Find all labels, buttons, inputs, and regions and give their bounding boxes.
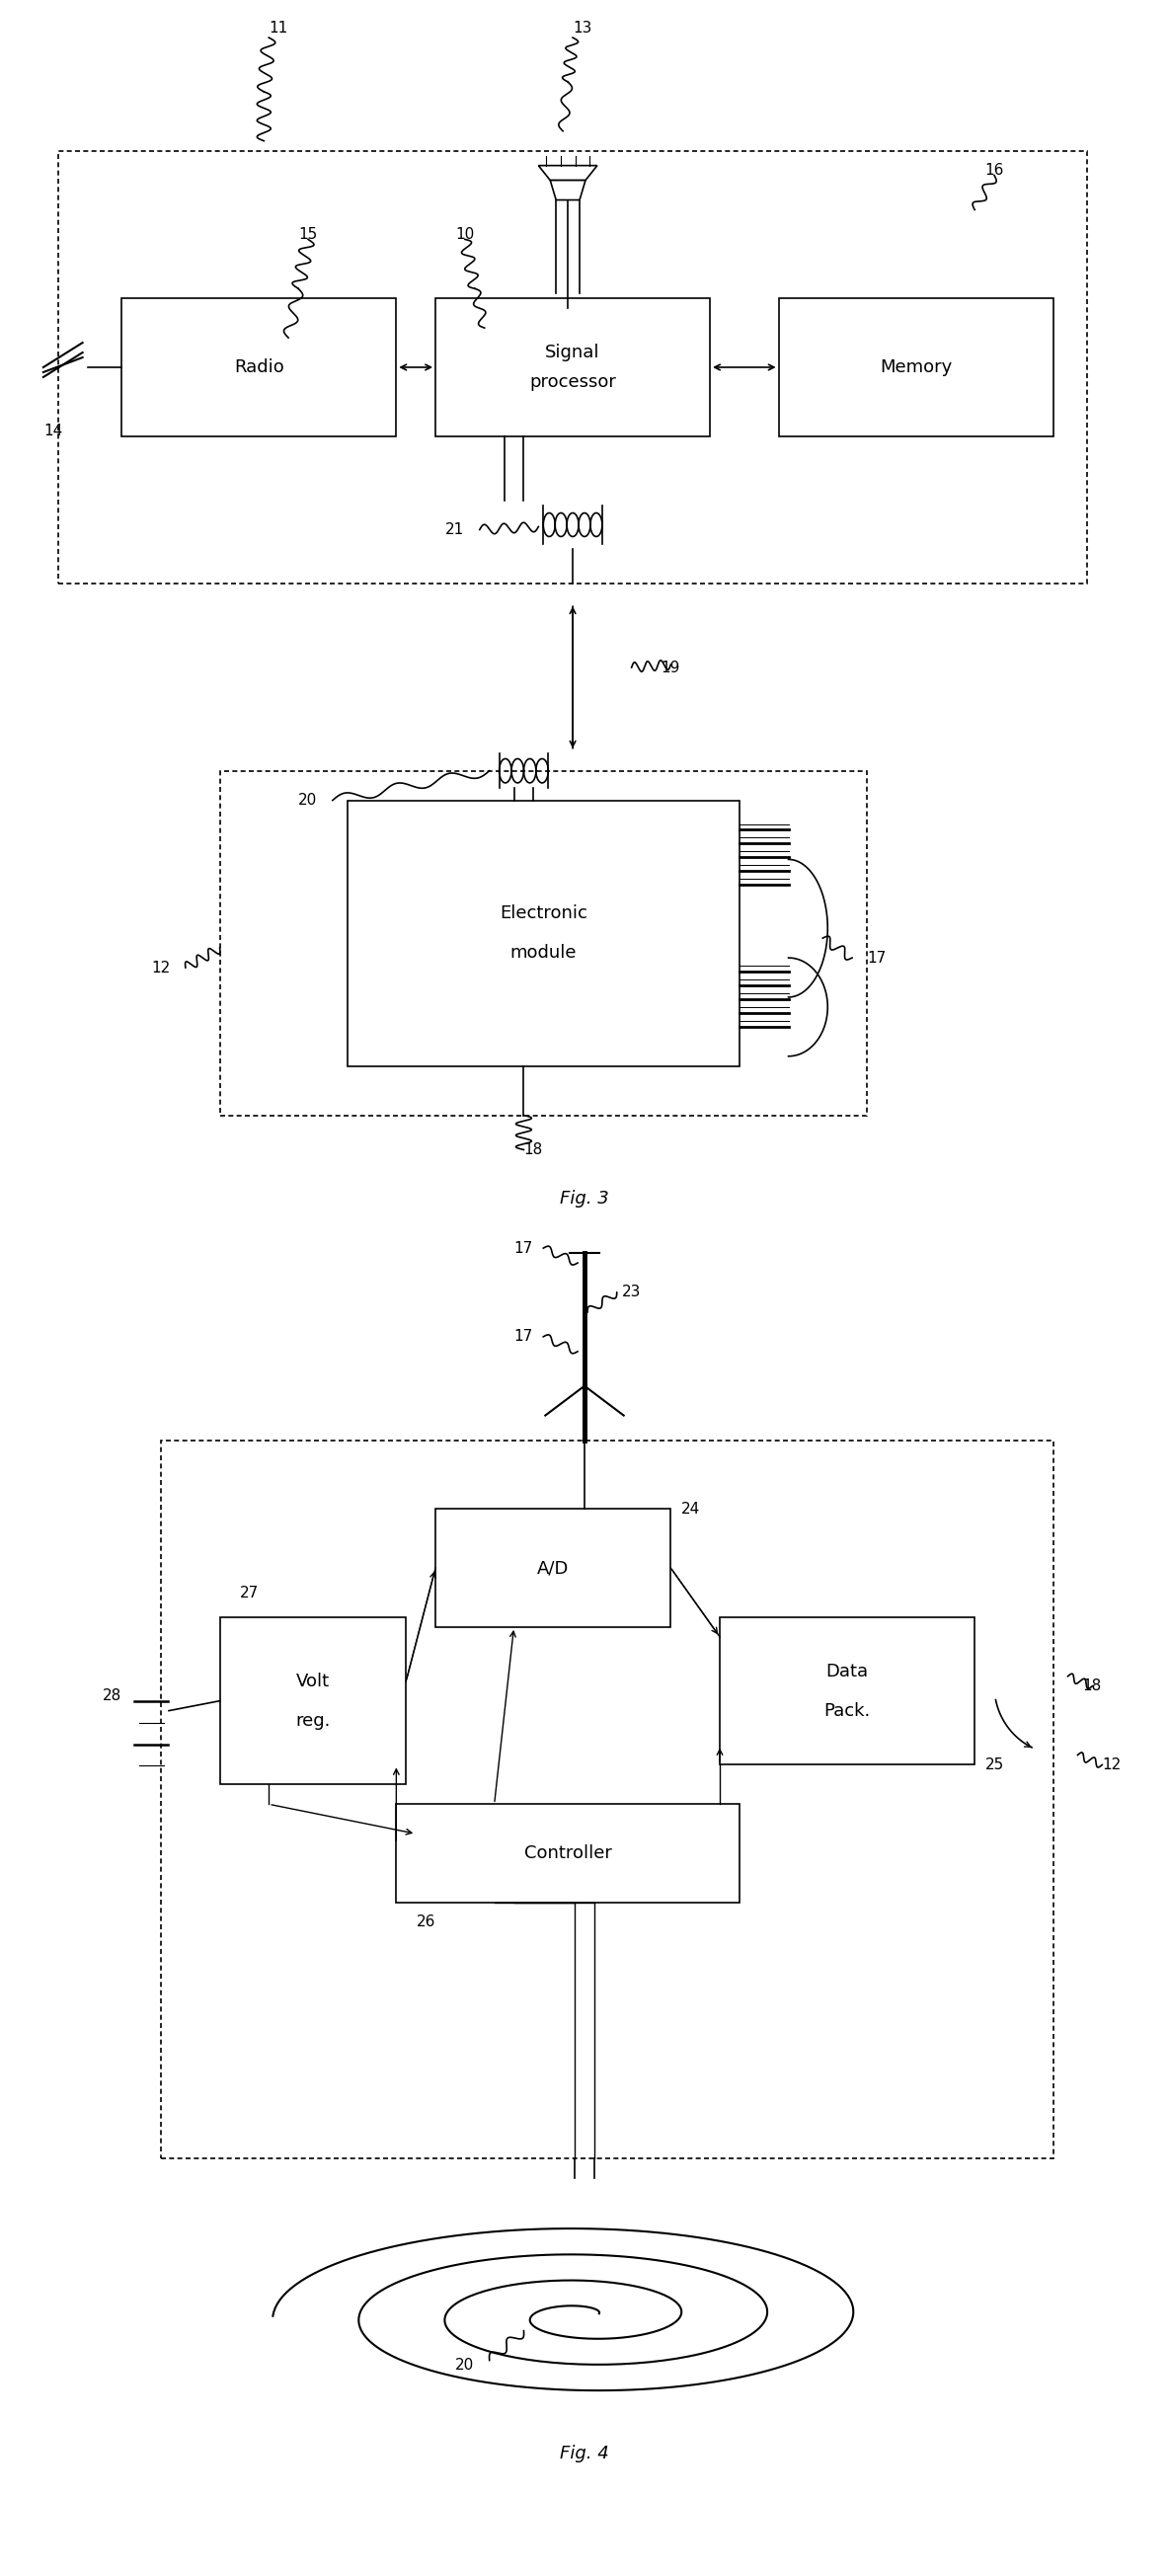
Text: 18: 18 [1082,1680,1102,1692]
Text: 24: 24 [680,1502,700,1517]
Bar [220,1618,406,1785]
Polygon shape [551,180,586,201]
Bar [436,299,710,435]
Text: Fig. 3: Fig. 3 [560,1190,609,1208]
Text: 26: 26 [416,1914,435,1929]
Text: A/D: A/D [537,1558,569,1577]
Text: 11: 11 [269,21,288,36]
Text: 23: 23 [622,1285,641,1301]
Text: 17: 17 [514,1329,533,1345]
Bar [220,770,867,1115]
Text: 10: 10 [456,227,475,242]
Text: Volt: Volt [296,1672,330,1690]
Text: Fig. 4: Fig. 4 [560,2445,609,2463]
Text: 25: 25 [984,1757,1004,1772]
Bar [720,1618,975,1765]
Bar [347,801,740,1066]
Text: reg.: reg. [296,1710,331,1728]
Bar [396,1803,740,1904]
Text: 20: 20 [298,793,318,809]
Text: 16: 16 [984,162,1004,178]
Text: 12: 12 [152,961,171,976]
Text: 17: 17 [867,951,886,966]
Text: 21: 21 [445,523,464,536]
Bar [161,1440,1053,2159]
Polygon shape [539,165,597,180]
Text: Electronic: Electronic [499,904,587,922]
Text: Radio: Radio [234,358,284,376]
Text: 14: 14 [43,425,63,438]
Text: 18: 18 [524,1141,544,1157]
Text: 15: 15 [298,227,318,242]
Text: 27: 27 [240,1584,258,1600]
Text: 13: 13 [573,21,593,36]
Text: Controller: Controller [524,1844,611,1862]
Text: 12: 12 [1102,1757,1121,1772]
Text: Pack.: Pack. [824,1703,871,1721]
Bar [58,152,1087,585]
Text: module: module [510,943,576,961]
Bar [436,1510,671,1628]
Text: Memory: Memory [880,358,952,376]
Text: Data: Data [826,1662,869,1680]
Bar [779,299,1053,435]
Text: 17: 17 [514,1242,533,1255]
Bar [122,299,396,435]
Text: 28: 28 [103,1687,122,1703]
Text: processor: processor [530,374,616,392]
Text: 19: 19 [662,659,680,675]
Text: 20: 20 [456,2357,475,2372]
Text: Signal: Signal [545,343,600,361]
